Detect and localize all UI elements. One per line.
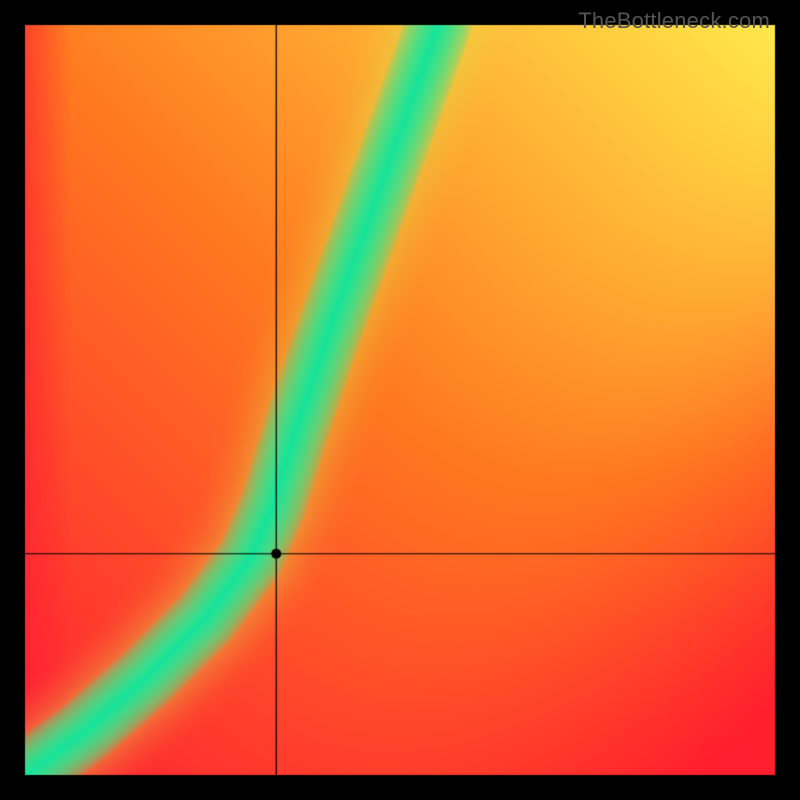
watermark-text: TheBottleneck.com (578, 8, 770, 34)
bottleneck-heatmap (0, 0, 800, 800)
root-container: TheBottleneck.com (0, 0, 800, 800)
